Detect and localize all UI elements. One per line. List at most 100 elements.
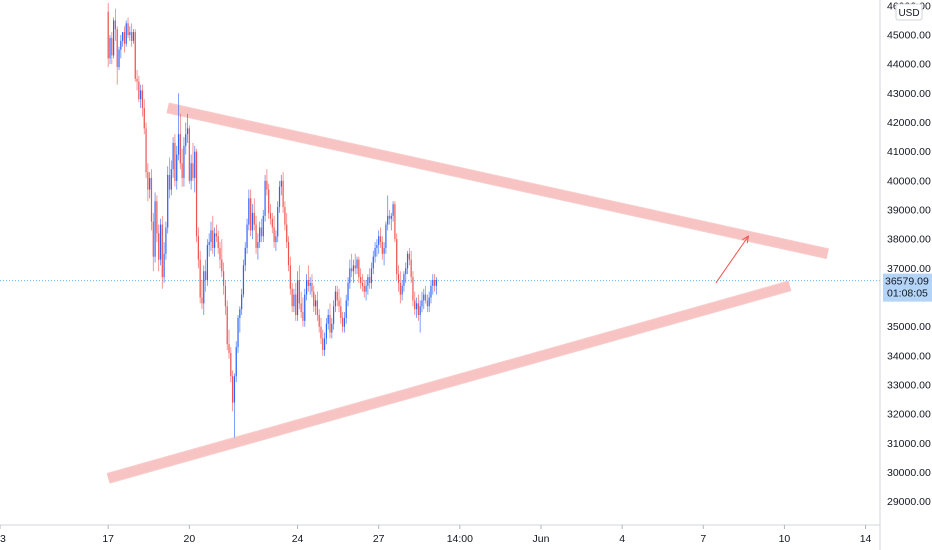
candle-body bbox=[287, 242, 290, 266]
candle bbox=[143, 99, 145, 135]
candle bbox=[414, 291, 416, 315]
arrow-head[interactable] bbox=[742, 235, 750, 244]
candle bbox=[406, 250, 409, 275]
candle-body bbox=[158, 233, 160, 260]
price-tick-label: 45000.00 bbox=[887, 30, 931, 42]
candle bbox=[176, 145, 178, 190]
candle-body bbox=[412, 277, 414, 301]
candle-body bbox=[116, 29, 118, 68]
candle-body bbox=[387, 215, 389, 225]
currency-badge[interactable]: USD bbox=[895, 3, 923, 21]
candle bbox=[316, 291, 318, 321]
candle-body bbox=[419, 306, 421, 315]
candle bbox=[314, 294, 317, 315]
candle-body bbox=[430, 285, 432, 298]
candle-body bbox=[383, 247, 385, 254]
candle-body bbox=[331, 323, 333, 333]
candle bbox=[334, 285, 337, 313]
candle bbox=[412, 271, 414, 307]
channel-upper-band[interactable] bbox=[166, 103, 829, 259]
candle bbox=[360, 268, 362, 289]
candle bbox=[331, 317, 333, 339]
candle bbox=[223, 262, 225, 295]
channel-lower-band[interactable] bbox=[106, 281, 792, 483]
candle bbox=[242, 259, 245, 298]
candle-body bbox=[421, 300, 423, 307]
candle bbox=[215, 224, 217, 243]
candle bbox=[241, 288, 243, 315]
candle bbox=[280, 175, 282, 196]
candle-body bbox=[390, 215, 392, 219]
candle-body bbox=[378, 236, 380, 245]
candle bbox=[244, 242, 246, 272]
candle bbox=[340, 297, 342, 324]
price-axis[interactable]: 29000.00 30000.00 31000.00 32000.00 33000.00… bbox=[887, 0, 931, 508]
candle-body bbox=[203, 271, 205, 304]
current-price-tag: 36579.09 01:08:05 bbox=[883, 273, 932, 302]
candle bbox=[383, 242, 385, 266]
candle bbox=[213, 227, 216, 257]
candle-body bbox=[318, 315, 320, 327]
price-tick-label: 33000.00 bbox=[887, 380, 931, 392]
candle bbox=[311, 274, 313, 298]
time-axis[interactable]: 13 17 20 24 27 14:00 Jun 4 7 10 14 bbox=[0, 525, 872, 545]
current-price-value: 36579.09 bbox=[885, 276, 929, 288]
candles bbox=[107, 2, 437, 438]
candle bbox=[122, 32, 124, 47]
candle-body bbox=[260, 227, 263, 237]
candle bbox=[167, 166, 169, 234]
candle-body bbox=[114, 20, 117, 30]
candle bbox=[428, 291, 430, 313]
candle-body bbox=[141, 90, 144, 108]
candle bbox=[273, 215, 275, 248]
candle bbox=[309, 277, 311, 295]
candle bbox=[333, 300, 335, 330]
candle-body bbox=[262, 215, 264, 237]
arrow-shaft[interactable] bbox=[715, 235, 749, 284]
candle bbox=[300, 291, 302, 318]
candle bbox=[147, 163, 149, 202]
candle bbox=[183, 137, 185, 187]
candle-body bbox=[388, 215, 391, 219]
candle bbox=[163, 242, 165, 283]
candle bbox=[123, 26, 126, 53]
candle-body bbox=[129, 32, 131, 35]
candle bbox=[421, 291, 423, 313]
candle-body bbox=[435, 280, 437, 286]
candle-body bbox=[354, 265, 356, 269]
candle-body bbox=[138, 81, 140, 100]
candle-body bbox=[132, 32, 135, 41]
candle bbox=[307, 265, 309, 292]
price-tick-label: 43000.00 bbox=[887, 88, 931, 100]
candle bbox=[212, 215, 214, 254]
candle-body bbox=[316, 300, 318, 315]
candle bbox=[161, 215, 163, 289]
candle-body bbox=[134, 32, 136, 79]
candle-body bbox=[323, 338, 326, 350]
projection-arrow bbox=[715, 235, 750, 284]
candle-body bbox=[246, 224, 248, 248]
candle bbox=[369, 268, 371, 289]
candle-body bbox=[289, 265, 291, 289]
candle-body bbox=[379, 236, 382, 243]
candle bbox=[336, 285, 338, 307]
candle-body bbox=[197, 236, 199, 260]
candle-body bbox=[415, 303, 418, 310]
candle bbox=[313, 285, 315, 313]
candle bbox=[204, 259, 207, 292]
candle-body bbox=[251, 212, 254, 231]
candle bbox=[132, 29, 135, 44]
candle-body bbox=[239, 309, 241, 318]
candle bbox=[304, 288, 306, 327]
candle bbox=[201, 280, 203, 310]
candle bbox=[226, 300, 228, 350]
candle bbox=[177, 93, 180, 161]
candle bbox=[282, 172, 284, 213]
candle-body bbox=[237, 317, 239, 348]
candle-body bbox=[363, 285, 365, 292]
candle bbox=[140, 84, 142, 108]
candle bbox=[295, 282, 297, 321]
price-tick-label: 39000.00 bbox=[887, 205, 931, 217]
candle bbox=[208, 233, 210, 257]
